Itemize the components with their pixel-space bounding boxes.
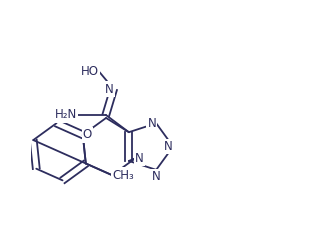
Text: N: N (164, 140, 173, 153)
Text: N: N (147, 117, 156, 130)
Text: HO: HO (81, 65, 99, 78)
Text: N: N (105, 82, 114, 96)
Text: CH₃: CH₃ (112, 169, 134, 182)
Text: N: N (152, 170, 160, 183)
Text: O: O (83, 128, 92, 141)
Text: H₂N: H₂N (55, 108, 77, 122)
Text: N: N (135, 152, 144, 165)
